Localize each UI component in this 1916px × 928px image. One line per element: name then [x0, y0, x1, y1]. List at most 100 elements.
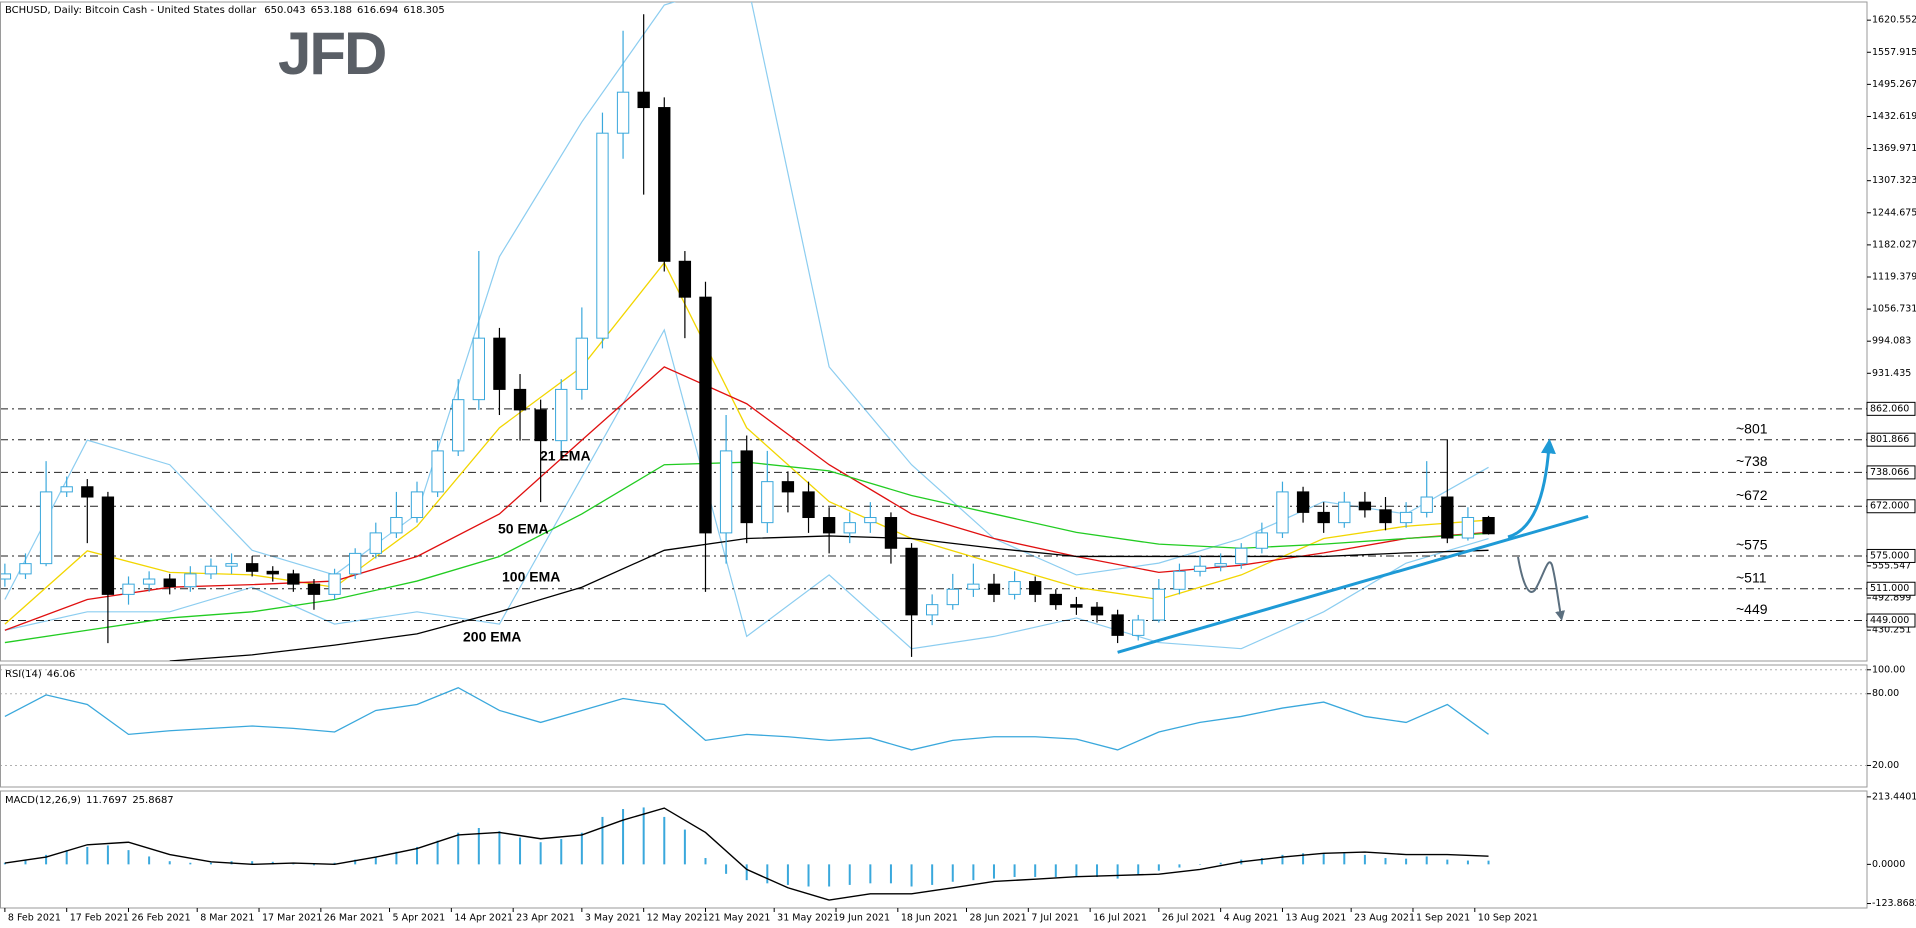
- macd-bar: [1425, 856, 1428, 865]
- candle-body: [802, 491, 815, 519]
- candle-body: [245, 563, 259, 572]
- down-scenario-arrow: [1517, 556, 1565, 621]
- level-label: 575.000: [1870, 550, 1909, 561]
- symbol-title: BCHUSD, Daily: Bitcoin Cash - United Sta…: [5, 5, 257, 16]
- macd-bar: [333, 862, 336, 865]
- macd-bar: [436, 840, 439, 865]
- macd-bar: [1363, 854, 1366, 865]
- candle-body: [101, 496, 115, 595]
- candle-body: [1070, 604, 1083, 608]
- y-axis: 430.251 492.899 555.547 931.435 994.083 1056.…: [1866, 15, 1916, 636]
- candle-body: [163, 578, 176, 588]
- candle-body: [1317, 511, 1330, 524]
- candle-body: [555, 388, 568, 442]
- level-label-box: [1866, 465, 1916, 480]
- macd-bar: [1302, 853, 1305, 865]
- candle-body: [1152, 588, 1165, 621]
- macd-bar: [951, 864, 954, 882]
- candle-body: [1235, 547, 1248, 565]
- candle-body: [472, 337, 485, 401]
- macd-bar: [65, 850, 68, 865]
- candle-body: [822, 517, 836, 534]
- main-panel-frame: [0, 1, 1868, 662]
- last-high: 653.188: [311, 5, 352, 16]
- candle-body: [1214, 563, 1227, 567]
- last-low: 616.694: [357, 5, 398, 16]
- level-label: 801.866: [1870, 434, 1909, 445]
- x-tick-label: 21 May 2021: [708, 913, 770, 924]
- candle-body: [266, 570, 279, 575]
- macd-bar: [725, 864, 728, 874]
- candle-body: [781, 481, 795, 493]
- macd-bar: [1343, 853, 1346, 865]
- macd-bar: [580, 832, 583, 865]
- candle-body: [761, 481, 774, 524]
- y-tick-label: 100.00: [1872, 664, 1905, 675]
- plot-area: [1, 2, 1867, 661]
- candle-body: [1420, 496, 1433, 513]
- macd-bar: [251, 861, 254, 865]
- candle-body: [142, 578, 156, 585]
- x-tick-label: 28 Jun 2021: [970, 913, 1027, 924]
- macd-signal: [4, 807, 1489, 901]
- candle-body: [513, 388, 527, 411]
- macd-bar: [1054, 864, 1057, 878]
- candle-body: [122, 583, 135, 595]
- x-tick-label: 1 Sep 2021: [1416, 913, 1470, 924]
- trend-line: [1117, 515, 1589, 654]
- y-tick-label: 1182.027: [1872, 239, 1916, 250]
- macd-bar: [1178, 864, 1181, 868]
- candle-body: [19, 563, 32, 575]
- y-tick-label: 430.251: [1872, 625, 1911, 636]
- candle-body: [925, 604, 939, 616]
- up-scenario-arrow: [1507, 438, 1556, 539]
- level-label-box: [1866, 548, 1916, 563]
- ema-label: 200 EMA: [463, 629, 521, 645]
- x-tick-label: 3 May 2021: [585, 913, 641, 924]
- x-tick-label: 13 Aug 2021: [1285, 913, 1346, 924]
- candle-body: [184, 573, 197, 588]
- level-label-box: [1866, 499, 1916, 514]
- macd-bar: [1157, 864, 1160, 871]
- candle-body: [1173, 570, 1186, 590]
- candle-body: [1379, 509, 1392, 524]
- macd-bar: [1219, 862, 1222, 865]
- macd-bar: [622, 809, 625, 865]
- candle-body: [39, 491, 53, 565]
- candle-body: [575, 337, 589, 390]
- macd-bar: [86, 846, 89, 865]
- y-axis: 100.00 80.00 20.00: [1867, 664, 1905, 771]
- macd-bar: [106, 845, 109, 865]
- rsi-line: [4, 687, 1489, 751]
- candle-body: [431, 450, 444, 493]
- logo: JFD: [278, 20, 385, 87]
- macd-last-signal: 25.8687: [132, 795, 173, 806]
- candle-body: [1132, 619, 1145, 636]
- rsi-last: 46.06: [47, 669, 76, 680]
- ema-label: 100 EMA: [502, 569, 560, 585]
- macd-bar: [168, 861, 171, 865]
- candle-body: [1461, 516, 1475, 539]
- macd-bar: [189, 862, 192, 865]
- macd-bar: [477, 827, 480, 865]
- macd-bar: [148, 856, 151, 865]
- x-tick-label: 5 Apr 2021: [393, 913, 446, 924]
- x-tick-label: 9 Jun 2021: [839, 913, 890, 924]
- y-tick-label: 1119.379: [1872, 271, 1916, 282]
- x-tick-label: 17 Feb 2021: [70, 913, 129, 924]
- y-tick-label: 1307.323: [1872, 175, 1916, 186]
- candle-body: [699, 296, 712, 534]
- candle-body: [287, 573, 300, 585]
- candle-body: [987, 583, 1001, 595]
- level-label: 862.060: [1870, 403, 1909, 414]
- y-tick-label: 80.00: [1872, 688, 1899, 699]
- y-tick-label: 1495.267: [1872, 79, 1916, 90]
- bollinger-band: [4, 2, 1489, 600]
- candle-body: [1008, 581, 1021, 595]
- candle-body: [616, 91, 630, 134]
- candle-body: [864, 517, 877, 524]
- candle-body: [452, 399, 465, 452]
- macd-bar: [498, 831, 501, 865]
- macd-bar: [209, 862, 212, 865]
- candle-body: [390, 517, 403, 534]
